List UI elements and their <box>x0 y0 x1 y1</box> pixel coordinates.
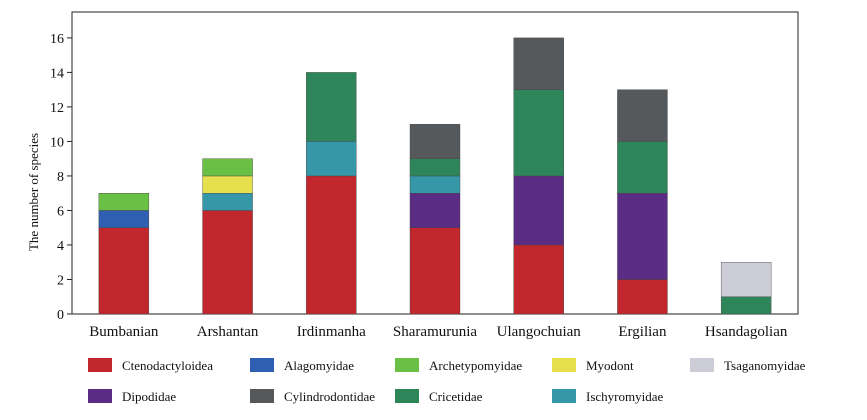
bar-segment <box>617 141 668 194</box>
legend-swatch <box>250 389 274 403</box>
legend-label: Alagomyidae <box>284 358 354 373</box>
legend-label: Ctenodactyloidea <box>122 358 213 373</box>
bar-segment <box>202 175 253 194</box>
x-tick-label: Irdinmanha <box>297 324 366 340</box>
bar-segment <box>513 37 564 90</box>
legend-swatch <box>552 358 576 372</box>
y-tick-label: 12 <box>50 101 64 116</box>
legend-label: Ischyromyidae <box>586 389 663 404</box>
legend-swatch <box>552 389 576 403</box>
legend-swatch <box>88 358 112 372</box>
y-tick-label: 6 <box>57 204 64 219</box>
bar-segment <box>306 72 357 142</box>
bars <box>98 37 772 315</box>
y-tick-label: 8 <box>57 170 64 185</box>
legend-label: Myodont <box>586 358 634 373</box>
bar-segment <box>513 244 564 315</box>
bar-segment <box>409 192 461 228</box>
bar-segment <box>409 175 461 194</box>
bar-segment <box>306 141 357 177</box>
x-tick-label: Ulangochuian <box>497 324 582 340</box>
y-tick-label: 2 <box>57 273 64 288</box>
x-tick-label: Arshantan <box>197 324 259 340</box>
y-tick-label: 4 <box>57 239 64 254</box>
bar-segment <box>409 158 461 177</box>
legend-swatch <box>395 358 419 372</box>
legend-swatch <box>88 389 112 403</box>
bar-segment <box>202 158 253 177</box>
bar-segment <box>513 175 564 246</box>
bar-segment <box>98 227 150 315</box>
y-tick-label: 16 <box>50 32 64 47</box>
bar-segment <box>617 89 668 142</box>
x-tick-label: Sharamurunia <box>393 324 477 340</box>
y-axis: 0 2 4 6 8 10 12 14 16 <box>50 32 72 323</box>
bar-segment <box>409 227 461 315</box>
x-tick-label: Hsandagolian <box>705 324 788 340</box>
x-axis: Bumbanian Arshantan Irdinmanha Sharamurunia… <box>89 324 788 340</box>
bar-segment <box>720 296 772 315</box>
legend-swatch <box>690 358 714 372</box>
legend-swatch <box>250 358 274 372</box>
bar-segment <box>98 210 150 228</box>
legend-swatch <box>395 389 419 403</box>
legend-label: Archetypomyidae <box>429 358 522 373</box>
bar-segment <box>617 192 668 280</box>
x-tick-label: Ergilian <box>618 324 667 340</box>
y-tick-label: 10 <box>50 135 64 150</box>
y-axis-label: The number of species <box>26 133 41 251</box>
legend-label: Cricetidae <box>429 389 483 404</box>
bar-segment <box>202 210 253 315</box>
legend-label: Tsaganomyidae <box>724 358 806 373</box>
y-tick-label: 0 <box>57 308 64 323</box>
legend-label: Dipodidae <box>122 389 176 404</box>
bar-segment <box>306 175 357 315</box>
bar-segment <box>720 262 772 297</box>
y-tick-label: 14 <box>50 66 64 81</box>
x-tick-label: Bumbanian <box>89 324 159 340</box>
legend: Ctenodactyloidea Alagomyidae Archetypomyid… <box>88 358 806 404</box>
bar-segment <box>617 279 668 315</box>
bar-segment <box>98 192 150 211</box>
bar-segment <box>409 123 461 159</box>
bar-segment <box>513 89 564 177</box>
bar-segment <box>202 192 253 211</box>
legend-label: Cylindrodontidae <box>284 389 375 404</box>
